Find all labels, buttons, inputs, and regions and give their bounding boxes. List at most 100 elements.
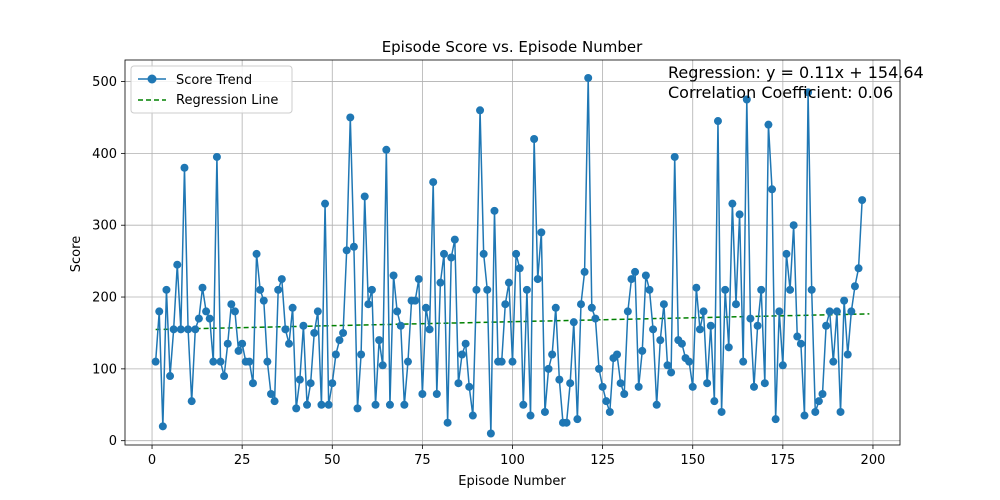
score-point [421,303,430,312]
score-point [836,407,845,416]
score-point [566,379,575,388]
score-point [623,307,632,316]
score-point [378,361,387,370]
score-point [252,249,261,258]
legend-label-score-trend: Score Trend [176,73,252,88]
score-point [544,364,553,373]
score-point [486,429,495,438]
score-point [627,275,636,284]
score-point [829,357,838,366]
score-point [202,307,211,316]
score-point [176,325,185,334]
score-point [277,275,286,284]
score-point [649,325,658,334]
score-point [793,332,802,341]
score-point [454,379,463,388]
score-point [512,249,521,258]
score-point [587,303,596,312]
score-point [667,368,676,377]
score-point [450,235,459,244]
legend-box [130,65,293,114]
score-point [465,382,474,391]
ticks: 0 25 50 75 100 125 150 175 200 0 100 200 300 400 500 [92,75,885,468]
score-point [825,307,834,316]
y-tick-label: 100 [92,362,117,377]
score-point [699,307,708,316]
score-point [497,357,506,366]
score-point [346,113,355,122]
score-point [551,303,560,312]
score-point [375,336,384,345]
score-point [303,400,312,409]
score-point [371,400,380,409]
legend-label-regression-line: Regression Line [176,93,278,108]
series-layer [151,73,867,438]
score-point [285,339,294,348]
score-point [595,364,604,373]
score-point [760,379,769,388]
score-point [540,407,549,416]
score-point [184,325,193,334]
score-point [814,397,823,406]
score-point [194,314,203,323]
score-point [281,325,290,334]
score-point [429,178,438,187]
score-point [317,400,326,409]
score-point [216,357,225,366]
score-point [753,321,762,330]
score-point [677,339,686,348]
score-point [850,282,859,291]
score-point [663,361,672,370]
score-point [166,372,175,381]
y-tick-label: 0 [109,434,117,449]
score-point [411,296,420,305]
score-point [605,407,614,416]
score-point [775,307,784,316]
score-point [522,285,531,294]
score-point [555,375,564,384]
score-point [288,303,297,312]
score-point [151,357,160,366]
score-point [638,346,647,355]
correlation-annotation: Correlation Coefficient: 0.06 [668,83,893,102]
score-point [764,120,773,129]
score-point [198,283,207,292]
score-point [804,88,813,97]
score-point [739,357,748,366]
score-point [832,307,841,316]
score-point [613,350,622,359]
score-point [389,271,398,280]
score-point [274,285,283,294]
score-point [818,390,827,399]
score-point [641,271,650,280]
x-tick-label: 0 [148,453,156,468]
score-point [703,379,712,388]
chart-title: Episode Score vs. Episode Number [382,38,643,56]
score-point [313,307,322,316]
score-point [807,285,816,294]
score-point [530,135,539,144]
score-point [706,321,715,330]
score-point [187,397,196,406]
regression-annotation: Regression: y = 0.11x + 154.64 [668,63,924,82]
score-point [782,249,791,258]
score-point [685,357,694,366]
score-point [436,278,445,287]
score-point [616,379,625,388]
score-point [306,379,315,388]
score-point [339,328,348,337]
score-point [292,404,301,413]
score-point [526,411,535,420]
score-point [731,300,740,309]
score-point [717,407,726,416]
score-point [162,285,171,294]
score-point [245,357,254,366]
score-point [440,249,449,258]
score-point [598,382,607,391]
y-tick-label: 300 [92,219,117,234]
score-point [843,350,852,359]
score-point [652,400,661,409]
x-axis-label: Episode Number [458,474,566,489]
